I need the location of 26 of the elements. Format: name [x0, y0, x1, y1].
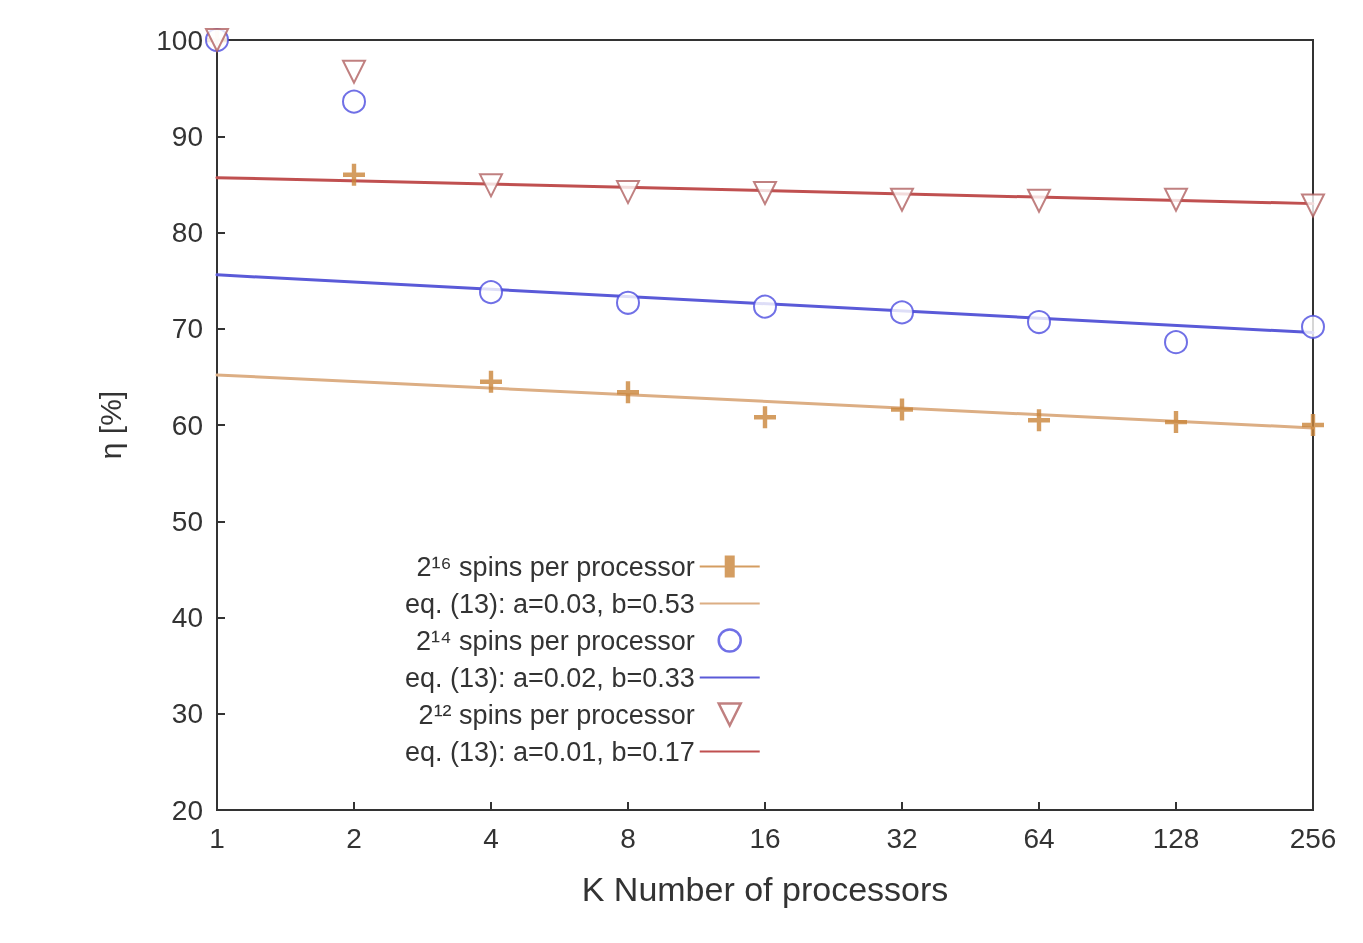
y-tick-label: 100: [156, 24, 203, 56]
x-tick-label: 16: [749, 822, 781, 854]
y-tick-label: 20: [171, 794, 203, 826]
y-tick-label: 70: [171, 313, 203, 345]
x-tick-label: 4: [483, 822, 499, 854]
x-tick-label: 64: [1023, 822, 1055, 854]
legend-label: eq. (13): a=0.03, b=0.53: [404, 588, 695, 619]
y-tick-label: 80: [171, 217, 203, 248]
x-tick-label: 2: [346, 822, 362, 854]
x-axis-title: K Number of processors: [581, 870, 949, 908]
legend-label: 2¹⁶ spins per processor: [416, 551, 695, 582]
x-tick-label: 256: [1289, 822, 1337, 854]
x-tick-label: 32: [886, 822, 918, 854]
y-tick-label: 90: [171, 120, 203, 152]
x-tick-label: 1: [209, 822, 225, 854]
y-tick-label: 40: [171, 602, 203, 633]
legend-label: eq. (13): a=0.01, b=0.17: [404, 736, 695, 767]
y-tick-label: 50: [171, 505, 203, 537]
x-tick-label: 8: [620, 822, 636, 854]
legend-label: 2¹² spins per processor: [418, 699, 695, 730]
legend-label: 2¹⁴ spins per processor: [416, 625, 695, 656]
x-tick-label: 128: [1152, 822, 1200, 854]
y-tick-label: 60: [171, 409, 203, 441]
y-axis-title: η [%]: [93, 390, 127, 460]
legend-label: eq. (13): a=0.02, b=0.33: [404, 662, 695, 693]
y-tick-label: 30: [171, 698, 203, 730]
